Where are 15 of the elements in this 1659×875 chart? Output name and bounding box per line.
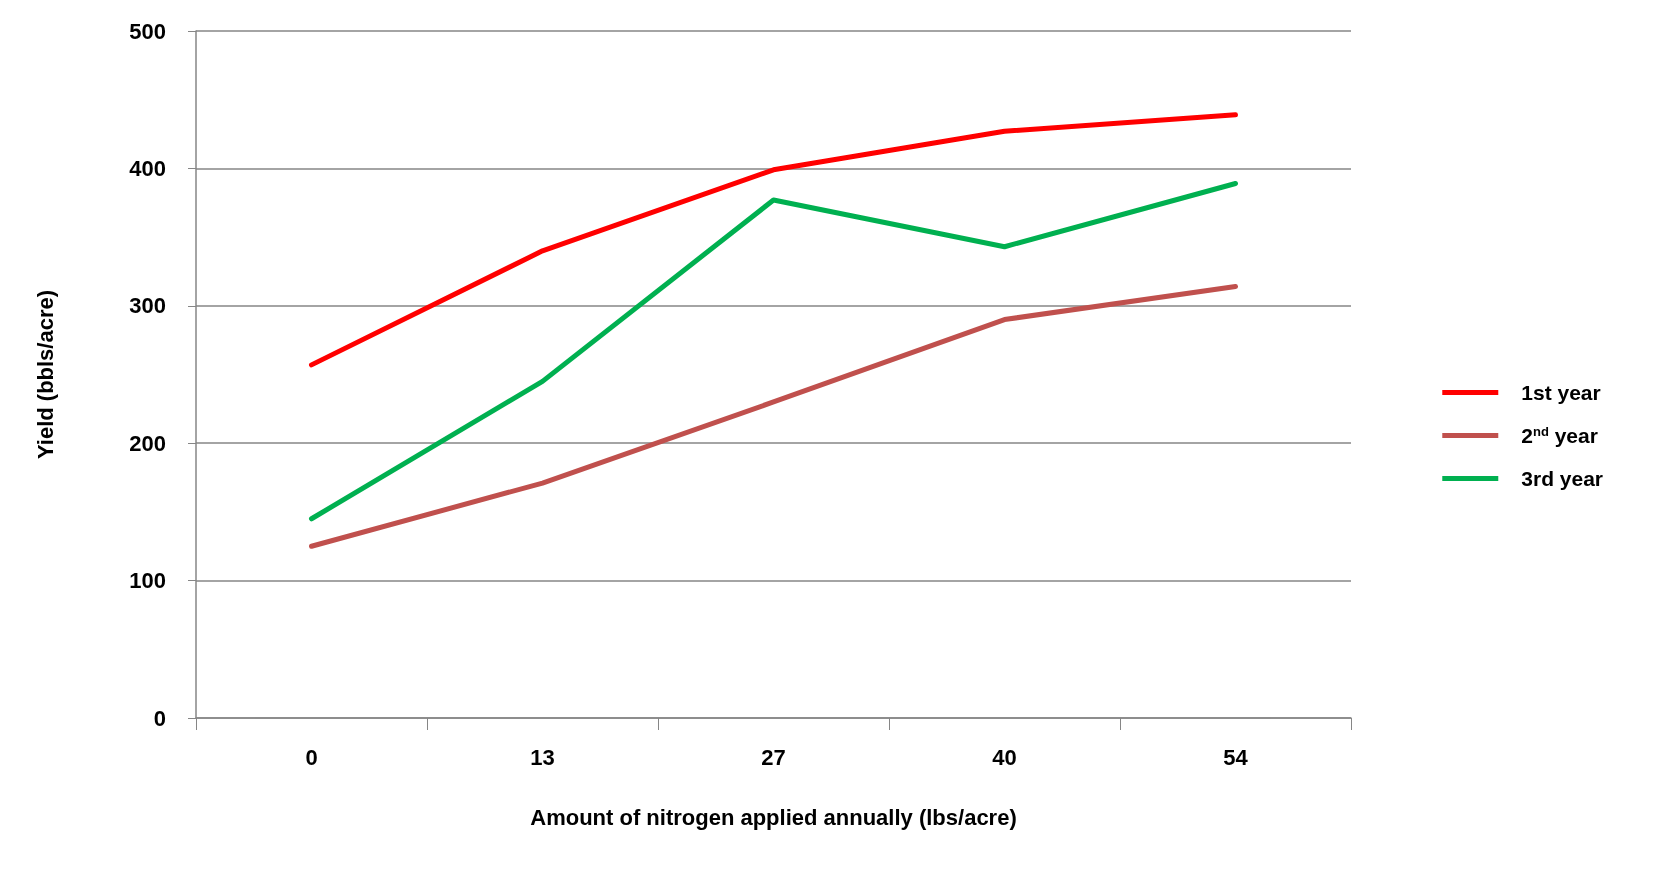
legend-label: 1st year: [1521, 381, 1601, 404]
x-tick-label: 40: [992, 744, 1017, 770]
y-tick-label: 500: [129, 18, 166, 44]
x-tick-label: 0: [305, 744, 318, 770]
y-tick-label: 0: [153, 705, 166, 731]
x-axis-title: Amount of nitrogen applied annually (lbs/acre): [530, 804, 1017, 830]
x-tick-label: 54: [1223, 744, 1249, 770]
x-tick-label: 13: [530, 744, 555, 770]
legend-label: 3rd year: [1521, 467, 1604, 490]
y-tick-label: 100: [129, 568, 166, 594]
y-tick-label: 200: [129, 430, 166, 456]
x-tick-label: 27: [761, 744, 786, 770]
y-tick-label: 400: [129, 155, 166, 181]
y-tick-label: 300: [129, 293, 166, 319]
y-axis-title: Yield (bbls/acre): [32, 289, 58, 460]
